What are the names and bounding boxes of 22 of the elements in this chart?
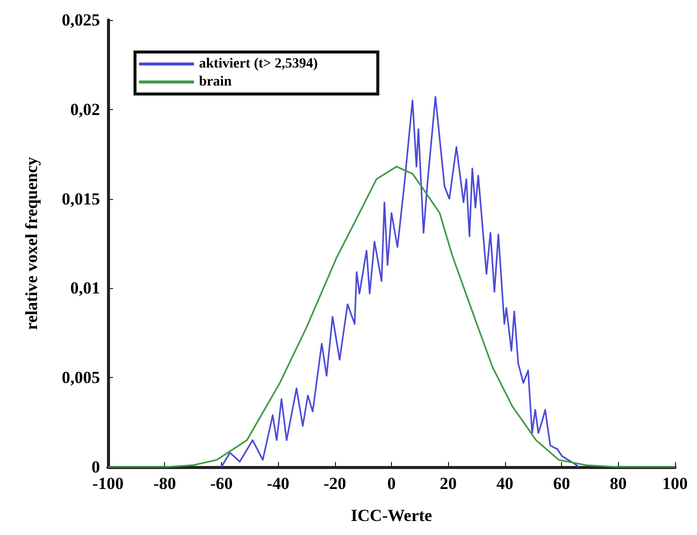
- x-tick-label: 20: [440, 474, 457, 493]
- y-tick-label: 0: [92, 458, 100, 476]
- y-tick-label: 0,005: [62, 368, 100, 388]
- x-tick-label: 0: [387, 474, 396, 493]
- y-tick-label: 0,015: [62, 189, 100, 208]
- line-series: [220, 96, 580, 468]
- x-tick-label: 40: [496, 474, 514, 493]
- y-tick-label: 0,01: [70, 278, 100, 298]
- x-tick-label: -100: [92, 474, 124, 493]
- x-tick-label: -20: [323, 474, 346, 493]
- y-tick-label: 0,025: [62, 10, 100, 30]
- legend-label: brain: [199, 74, 232, 90]
- y-tick-label: 0,02: [70, 100, 100, 119]
- x-tick-label: 80: [610, 474, 627, 493]
- y-axis-title: relative voxel frequency: [22, 156, 41, 330]
- x-tick-label: 100: [662, 474, 688, 493]
- x-tick-label: 60: [553, 474, 570, 493]
- x-tick-label: -60: [210, 474, 233, 493]
- x-tick-label: -40: [266, 474, 290, 493]
- legend-label: aktiviert (t> 2,5394): [199, 56, 318, 72]
- x-tick-label: -80: [153, 474, 176, 493]
- x-axis-title: ICC-Werte: [350, 506, 433, 525]
